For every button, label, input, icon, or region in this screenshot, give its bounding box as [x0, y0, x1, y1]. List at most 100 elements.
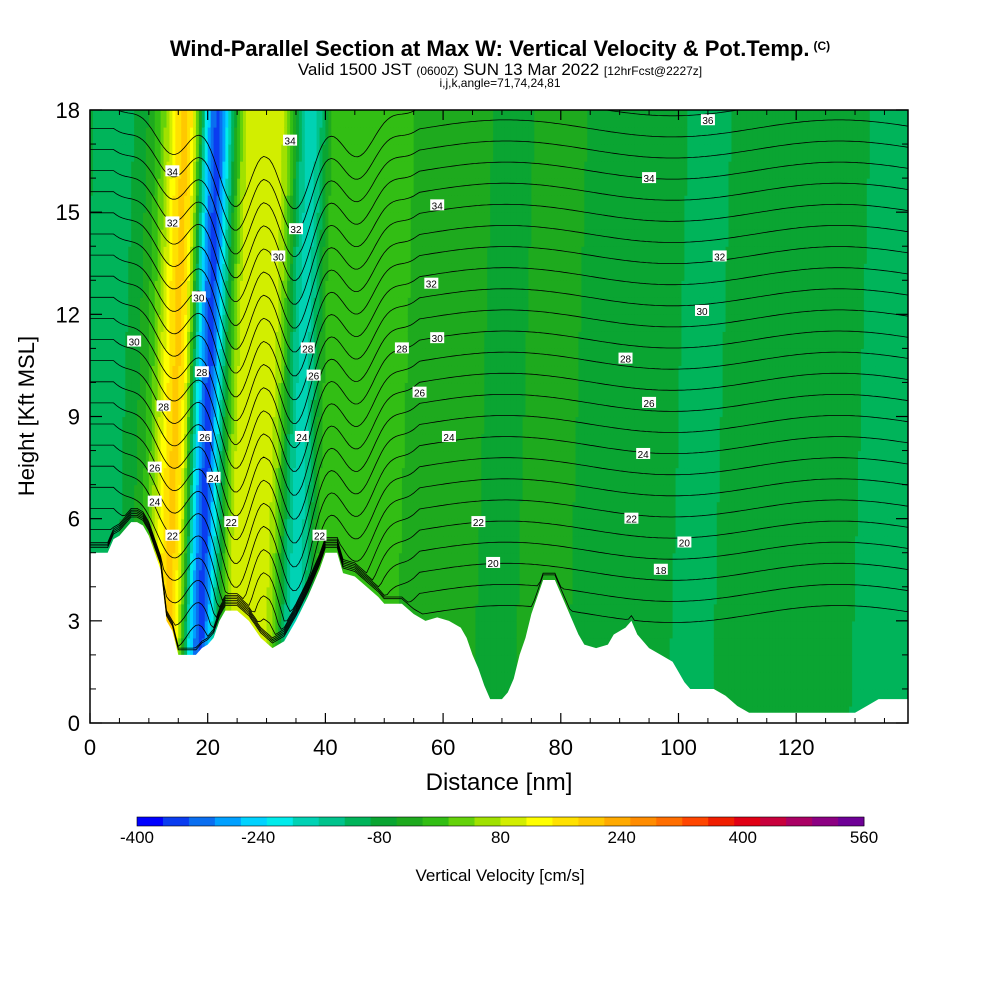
- velocity-cell: [131, 195, 135, 213]
- velocity-cell: [398, 501, 403, 520]
- velocity-cell: [184, 127, 188, 145]
- velocity-cell: [222, 280, 226, 298]
- velocity-cell: [187, 246, 191, 264]
- velocity-cell: [251, 297, 256, 315]
- velocity-cell: [451, 552, 456, 571]
- velocity-cell: [237, 110, 241, 128]
- velocity-cell: [331, 178, 335, 196]
- velocity-cell: [237, 501, 241, 520]
- velocity-cell: [187, 399, 191, 418]
- velocity-cell: [295, 552, 300, 571]
- velocity-cell: [140, 501, 144, 520]
- velocity-cell: [469, 518, 474, 537]
- velocity-cell: [378, 161, 382, 179]
- velocity-cell: [119, 416, 123, 435]
- velocity-cell: [157, 212, 162, 230]
- velocity-cell: [434, 365, 438, 384]
- velocity-cell: [401, 416, 406, 435]
- velocity-cell: [454, 127, 459, 145]
- velocity-cell: [460, 195, 465, 213]
- velocity-cell: [487, 671, 491, 690]
- velocity-cell: [166, 348, 171, 367]
- velocity-cell: [337, 263, 341, 281]
- velocity-cell: [210, 331, 215, 349]
- velocity-cell: [201, 484, 206, 503]
- velocity-cell: [287, 484, 291, 503]
- velocity-cell: [151, 484, 156, 503]
- velocity-cell: [290, 110, 294, 128]
- velocity-cell: [322, 161, 326, 179]
- velocity-cell: [116, 195, 121, 213]
- velocity-cell: [243, 246, 247, 264]
- velocity-cell: [351, 229, 356, 247]
- velocity-cell: [381, 178, 385, 196]
- velocity-cell: [316, 484, 321, 503]
- velocity-cell: [496, 450, 500, 469]
- velocity-cell: [334, 365, 338, 384]
- velocity-cell: [184, 552, 188, 571]
- velocity-cell: [443, 416, 447, 435]
- velocity-cell: [225, 365, 229, 384]
- velocity-cell: [345, 331, 350, 349]
- velocity-cell: [387, 161, 391, 179]
- velocity-cell: [457, 246, 462, 264]
- velocity-cell: [113, 450, 118, 469]
- velocity-cell: [378, 178, 382, 196]
- velocity-cell: [245, 263, 250, 281]
- velocity-cell: [148, 484, 153, 503]
- velocity-cell: [431, 518, 435, 537]
- velocity-cell: [345, 280, 350, 298]
- velocity-cell: [204, 433, 209, 452]
- velocity-cell: [181, 637, 185, 656]
- velocity-cell: [192, 144, 197, 162]
- velocity-cell: [348, 110, 353, 128]
- velocity-cell: [284, 365, 288, 384]
- velocity-cell: [119, 382, 123, 401]
- velocity-cell: [381, 297, 385, 315]
- velocity-cell: [178, 586, 182, 605]
- velocity-cell: [163, 127, 168, 145]
- velocity-cell: [101, 416, 106, 435]
- velocity-cell: [222, 569, 226, 588]
- velocity-cell: [384, 365, 388, 384]
- velocity-cell: [481, 671, 485, 690]
- velocity-cell: [422, 331, 427, 349]
- velocity-cell: [422, 195, 427, 213]
- velocity-cell: [363, 263, 368, 281]
- velocity-cell: [437, 569, 441, 588]
- velocity-cell: [216, 144, 221, 162]
- velocity-cell: [248, 586, 253, 605]
- velocity-cell: [496, 603, 500, 622]
- velocity-cell: [254, 110, 259, 128]
- velocity-cell: [337, 331, 341, 349]
- velocity-cell: [245, 416, 250, 435]
- velocity-cell: [225, 161, 229, 179]
- velocity-cell: [290, 314, 294, 332]
- velocity-cell: [207, 433, 212, 452]
- velocity-cell: [151, 365, 156, 384]
- velocity-cell: [428, 161, 432, 179]
- velocity-cell: [401, 314, 406, 332]
- velocity-cell: [222, 110, 226, 128]
- velocity-cell: [484, 127, 488, 145]
- velocity-cell: [390, 569, 394, 588]
- velocity-cell: [122, 501, 126, 520]
- velocity-cell: [448, 229, 453, 247]
- velocity-cell: [107, 110, 112, 128]
- velocity-cell: [269, 161, 274, 179]
- velocity-cell: [210, 144, 215, 162]
- velocity-cell: [348, 263, 353, 281]
- velocity-cell: [443, 382, 447, 401]
- velocity-cell: [157, 450, 162, 469]
- velocity-cell: [366, 212, 371, 230]
- velocity-cell: [195, 178, 200, 196]
- velocity-cell: [360, 416, 365, 435]
- velocity-cell: [119, 263, 123, 281]
- velocity-cell: [137, 416, 141, 435]
- velocity-cell: [457, 501, 462, 520]
- velocity-cell: [334, 161, 338, 179]
- velocity-cell: [372, 518, 377, 537]
- velocity-cell: [484, 331, 488, 349]
- velocity-cell: [275, 501, 279, 520]
- velocity-cell: [428, 178, 432, 196]
